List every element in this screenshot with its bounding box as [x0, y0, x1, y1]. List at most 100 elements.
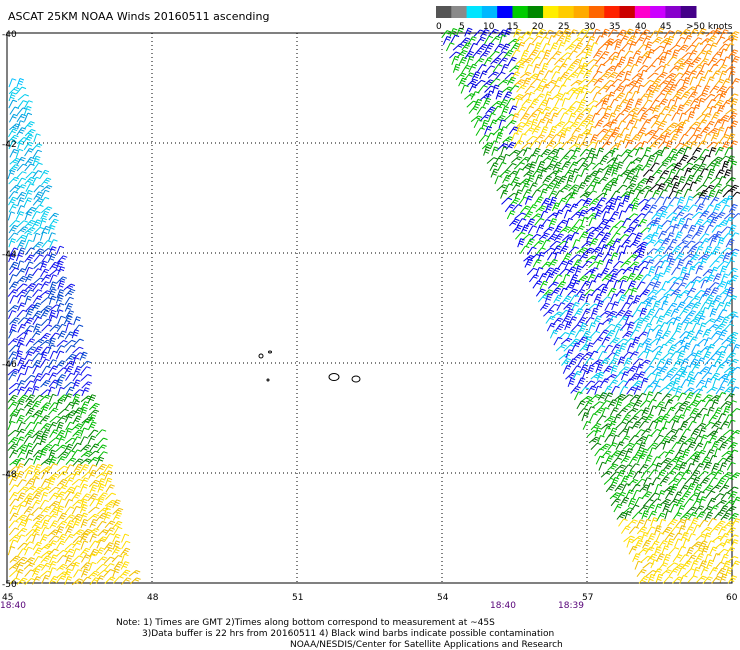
legend-label: >50 knots: [686, 22, 733, 32]
wind-barb: [32, 541, 42, 551]
wind-barb: [17, 94, 29, 101]
wind-barb: [678, 442, 688, 452]
wind-barb: [545, 57, 556, 66]
wind-barb: [630, 112, 639, 122]
wind-barb: [722, 189, 734, 198]
wind-barb: [49, 324, 61, 332]
wind-barb: [16, 220, 28, 228]
wind-barb: [602, 211, 610, 221]
wind-barb: [522, 77, 531, 87]
wind-barb: [692, 147, 702, 156]
wind-barb: [80, 576, 92, 585]
wind-barb: [8, 267, 20, 276]
wind-barb: [683, 253, 695, 261]
wind-barb: [675, 147, 686, 156]
wind-barb: [651, 78, 662, 87]
wind-barb: [547, 281, 559, 289]
wind-barb: [691, 476, 701, 486]
wind-barb: [537, 161, 546, 170]
wind-barb: [723, 323, 735, 332]
wind-barb: [120, 561, 130, 570]
wind-barb: [680, 70, 691, 79]
wind-barb: [627, 342, 635, 352]
legend-label: 45: [660, 22, 671, 32]
wind-barb: [600, 378, 610, 387]
wind-barb: [23, 562, 35, 570]
wind-barb: [627, 519, 638, 527]
wind-barb: [24, 518, 33, 528]
wind-barb: [9, 148, 19, 158]
wind-barb: [634, 77, 644, 86]
wind-barb: [16, 309, 28, 318]
wind-barb: [673, 142, 685, 151]
wind-barb: [640, 555, 652, 563]
wind-barb: [591, 28, 601, 38]
wind-barb: [626, 35, 637, 44]
wind-barb: [665, 428, 677, 436]
wind-barb: [499, 169, 511, 177]
wind-barb: [541, 83, 550, 93]
wind-barb: [545, 97, 554, 107]
wind-barb: [610, 190, 621, 199]
wind-barb: [618, 366, 630, 374]
wind-barb: [112, 533, 121, 543]
wind-barb: [40, 402, 52, 410]
wind-barb: [629, 175, 639, 184]
wind-barb: [24, 232, 33, 242]
wind-barb: [708, 567, 719, 576]
wind-barb: [40, 470, 50, 480]
wind-barb: [641, 531, 649, 542]
wind-barb: [718, 329, 728, 339]
wind-barb: [616, 49, 626, 59]
wind-barb: [688, 399, 699, 408]
wind-barb: [705, 274, 715, 284]
wind-barb: [611, 147, 619, 157]
wind-barb: [723, 436, 735, 444]
wind-barb: [8, 191, 19, 199]
wind-barb: [632, 399, 643, 408]
wind-barb: [601, 183, 612, 192]
wind-barb: [692, 455, 701, 465]
wind-barb: [679, 554, 690, 563]
wind-barb: [639, 289, 650, 297]
wind-barb: [624, 70, 632, 80]
wind-barb: [684, 392, 695, 401]
wind-barb: [615, 225, 626, 234]
wind-barb: [589, 394, 601, 401]
wind-barb: [547, 148, 560, 156]
wind-barb: [699, 148, 710, 158]
wind-barb: [16, 332, 28, 339]
wind-barb: [588, 322, 597, 332]
wind-barb: [719, 48, 728, 58]
wind-barb: [643, 434, 653, 444]
wind-barb: [694, 196, 705, 205]
wind-barb: [520, 49, 529, 59]
wind-barb: [64, 533, 75, 542]
wind-barb: [589, 330, 601, 339]
wind-barb: [629, 126, 638, 136]
wind-barb: [568, 91, 578, 101]
wind-barb: [635, 189, 645, 199]
wind-barb: [583, 69, 593, 79]
wind-barb: [724, 65, 736, 73]
wind-barb: [635, 342, 645, 352]
wind-barb: [33, 323, 41, 333]
wind-barb: [25, 283, 36, 291]
wind-barb: [621, 483, 631, 492]
wind-barb: [721, 337, 733, 345]
wind-barb: [688, 265, 696, 275]
wind-barb: [522, 120, 533, 129]
wind-barb: [668, 84, 678, 93]
wind-barb: [687, 111, 695, 121]
wind-barb: [24, 557, 35, 565]
wind-barb: [527, 225, 538, 234]
legend-label: 5: [459, 22, 465, 32]
wind-barb: [111, 555, 123, 563]
wind-barb: [707, 127, 719, 135]
wind-barb: [637, 178, 649, 185]
wind-barb: [71, 578, 84, 586]
wind-barb: [590, 42, 599, 52]
wind-barb: [595, 363, 604, 373]
legend-label: 10: [483, 22, 495, 32]
wind-barb: [686, 287, 697, 297]
